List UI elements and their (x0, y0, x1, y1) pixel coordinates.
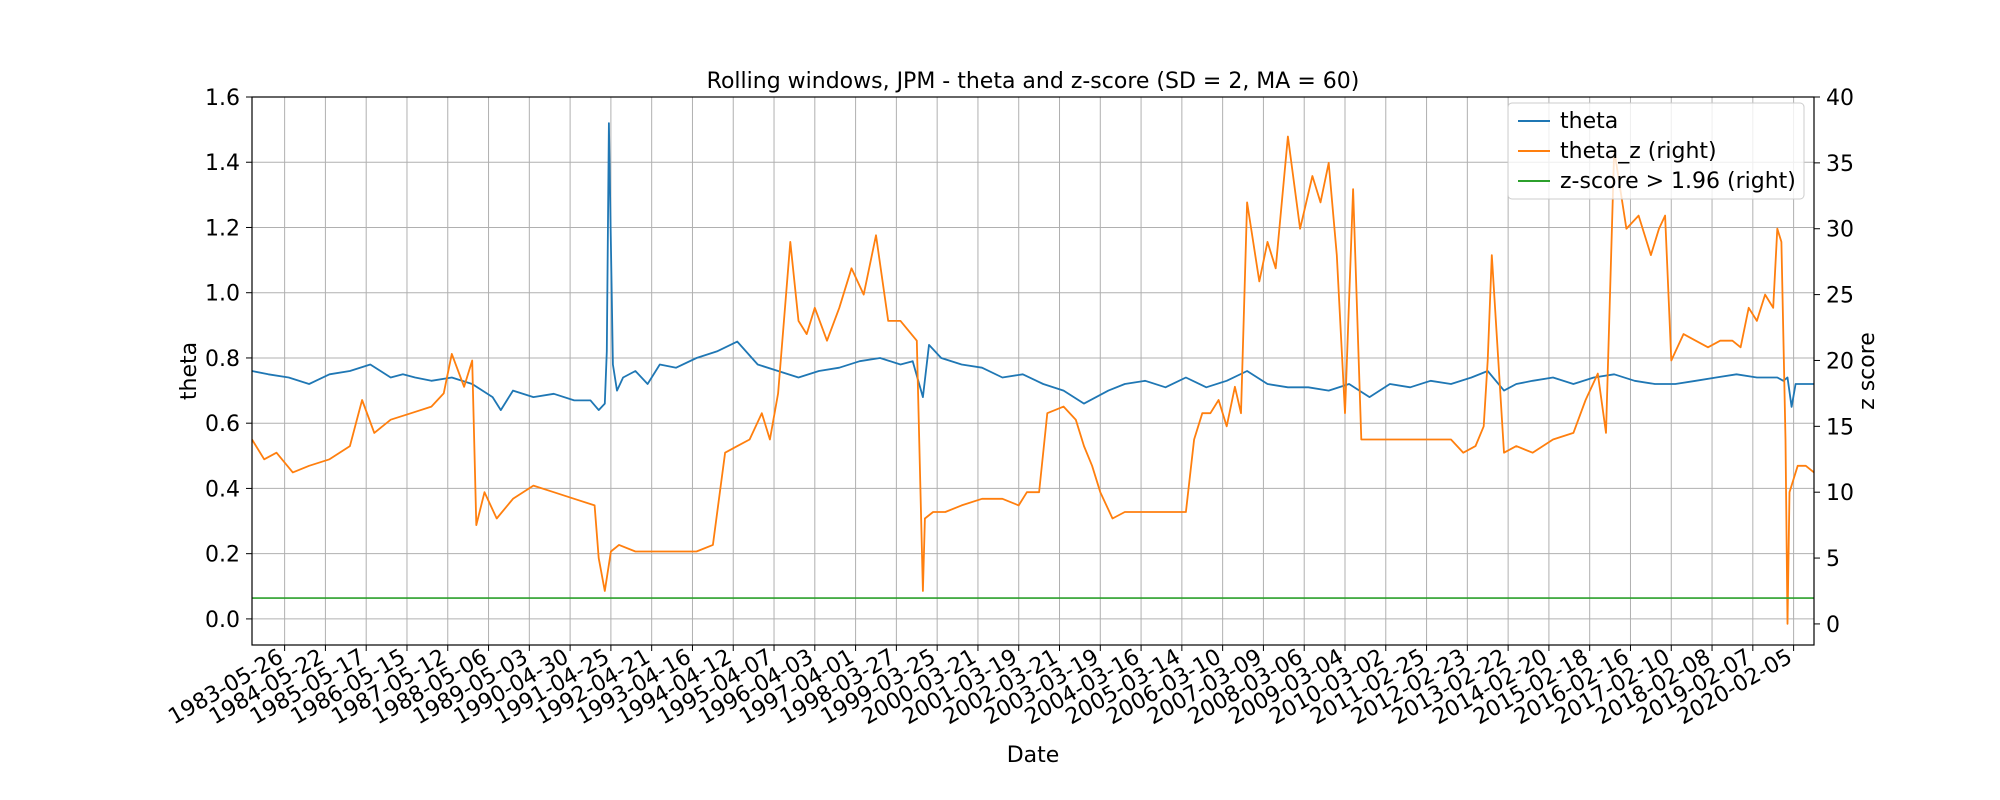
x-axis: 1983-05-261984-05-221985-05-171986-05-15… (164, 645, 1796, 731)
y-tick-label: 0.2 (205, 543, 240, 568)
y-tick-label: 0.4 (205, 477, 240, 502)
y-tick-label: 0.0 (205, 608, 240, 633)
y2-tick-label: 35 (1826, 152, 1854, 177)
series-line-theta-z (251, 135, 1815, 625)
y-tick-label: 0.8 (205, 347, 240, 372)
y-tick-label: 1.6 (205, 86, 240, 111)
y2-tick-label: 30 (1826, 218, 1854, 243)
y2-tick-label: 15 (1826, 415, 1854, 440)
plot-area (251, 122, 1815, 625)
y2-tick-label: 25 (1826, 284, 1854, 309)
y-axis-right: 0 5 10 15 20 25 30 35 40 (1814, 86, 1854, 638)
y2-tick-label: 20 (1826, 349, 1854, 374)
legend-label-theta-z: theta_z (right) (1560, 139, 1717, 164)
y-tick-label: 1.2 (205, 216, 240, 241)
y2-axis-label: z score (1855, 332, 1880, 410)
y-tick-label: 1.4 (205, 151, 240, 176)
y-tick-label: 1.0 (205, 282, 240, 307)
x-axis-label: Date (1007, 743, 1060, 768)
y-axis-label: theta (177, 342, 202, 400)
plot-frame (251, 96, 1815, 646)
legend: theta theta_z (right) z-score > 1.96 (ri… (1507, 102, 1805, 200)
series-line-theta (251, 122, 1814, 412)
legend-box (1507, 102, 1805, 200)
legend-label-z-threshold: z-score > 1.96 (right) (1560, 169, 1796, 194)
y2-tick-label: 40 (1826, 86, 1854, 111)
y2-tick-label: 10 (1826, 481, 1854, 506)
chart-title: Rolling windows, JPM - theta and z-score… (707, 69, 1360, 94)
y2-tick-label: 5 (1826, 547, 1840, 572)
y-axis-left: 0.0 0.2 0.4 0.6 0.8 1.0 1.2 1.4 1.6 (205, 86, 252, 633)
y-tick-label: 0.6 (205, 412, 240, 437)
legend-label-theta: theta (1560, 109, 1618, 134)
y2-tick-label: 0 (1826, 613, 1840, 638)
